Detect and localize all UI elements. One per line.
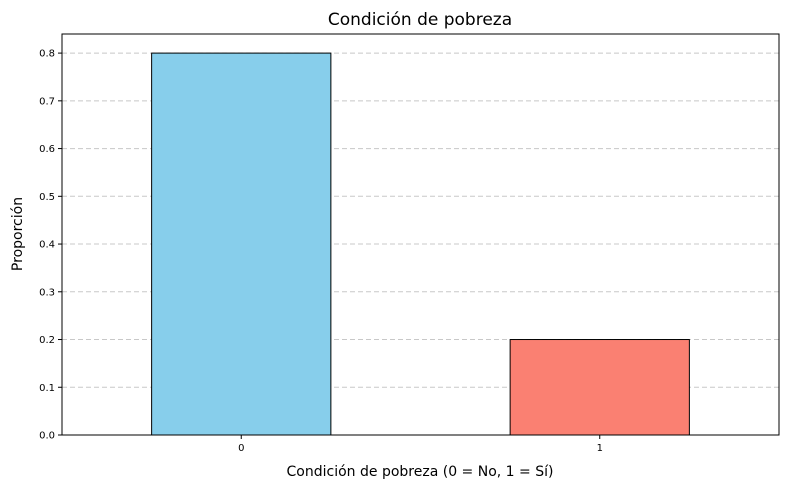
- y-tick-label: 0.8: [39, 49, 55, 60]
- plot-frame: [61, 33, 780, 436]
- x-tick-label: 0: [238, 443, 244, 454]
- bars: [151, 52, 690, 436]
- bar-1: [509, 339, 690, 436]
- y-axis-label: Proporción: [10, 197, 26, 271]
- y-tick-label: 0.4: [39, 240, 55, 251]
- x-axis-label: Condición de pobreza (0 = No, 1 = Sí): [287, 464, 554, 480]
- y-tick-label: 0.6: [39, 144, 55, 155]
- y-ticks: 0.0 0.1 0.2 0.3 0.4 0.5 0.6 0.7 0.8: [39, 49, 62, 442]
- y-tick-label: 0.0: [39, 431, 55, 442]
- bar-0: [151, 52, 332, 436]
- y-tick-label: 0.2: [39, 335, 55, 346]
- x-tick-label: 1: [597, 443, 603, 454]
- chart-title: Condición de pobreza: [328, 10, 512, 30]
- y-tick-label: 0.7: [39, 96, 55, 107]
- y-tick-label: 0.5: [39, 192, 55, 203]
- y-tick-label: 0.3: [39, 287, 55, 298]
- y-tick-label: 0.1: [39, 383, 55, 394]
